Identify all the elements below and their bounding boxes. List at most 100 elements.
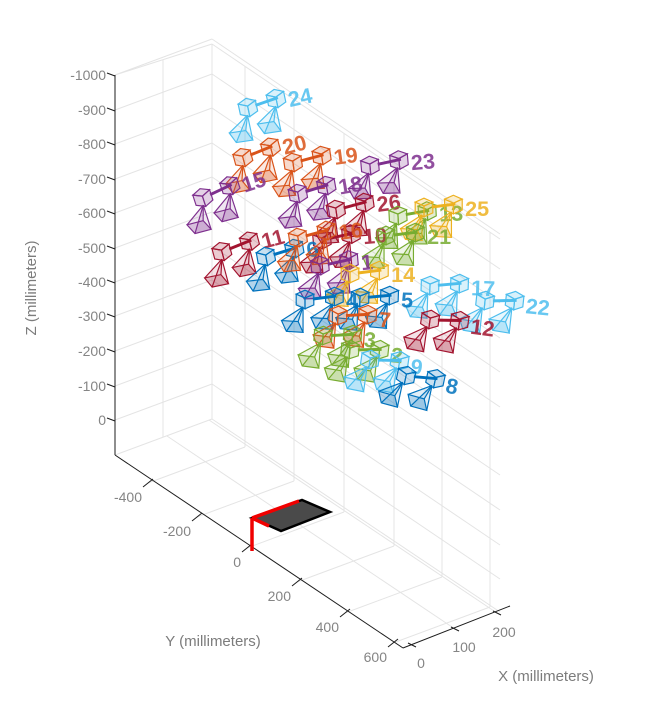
camera-frustum-edge — [317, 162, 322, 179]
grid-line — [211, 383, 501, 580]
camera-pair-link — [329, 231, 354, 240]
x-tick-mark — [450, 626, 460, 632]
camera-pair-link — [228, 238, 252, 251]
camera-frustum-edge — [362, 321, 366, 348]
z-tick-mark — [106, 141, 116, 146]
camera-frustum-edge — [318, 272, 322, 299]
camera-number-label: 4 — [346, 288, 358, 313]
camera-frustum-edge — [475, 307, 483, 322]
camera-frustum-edge — [382, 167, 399, 194]
camera-frustum-edge — [342, 280, 349, 296]
camera-frustum-edge — [221, 193, 231, 222]
camera-frustum-edge — [245, 115, 249, 131]
camera-frustum-edge — [290, 256, 295, 272]
camera-body-face — [350, 226, 361, 245]
camera-body-face — [348, 252, 359, 271]
box-edge — [211, 418, 501, 613]
camera-frustum-edge — [434, 211, 452, 237]
camera-pose-16: 16 — [276, 217, 364, 273]
camera-frustum-edge — [278, 200, 298, 219]
camera-pose-25: 25 — [399, 194, 489, 241]
camera-frustum-edge — [380, 381, 404, 404]
camera-frustum-edge — [307, 162, 322, 190]
z-tick: -700 — [78, 171, 106, 187]
z-tick-mark — [106, 279, 116, 284]
z-tick: -200 — [78, 343, 106, 359]
camera-pair-link — [393, 230, 418, 237]
camera-number-label: 16 — [337, 217, 364, 245]
camera-frustum-edge — [416, 214, 423, 230]
camera-pose-23: 23 — [347, 148, 436, 200]
camera-frustum-edge — [343, 365, 368, 378]
camera-body-face — [333, 290, 344, 307]
camera-frustum-edge — [281, 306, 304, 322]
camera-frustum-edge — [316, 322, 337, 347]
camera-frustum-edge — [340, 356, 348, 371]
camera-number-label: 3 — [363, 327, 377, 353]
camera-frustum-edge — [391, 239, 414, 255]
board-origin-axis — [251, 516, 270, 528]
camera-frustum-edge — [313, 192, 327, 221]
camera-frustum-edge — [322, 193, 327, 209]
camera-frustum-edge — [434, 290, 458, 305]
camera-frustum-edge — [264, 263, 271, 290]
camera-pair-link — [305, 228, 329, 238]
camera-frustum-edge — [298, 272, 320, 290]
z-tick-mark — [106, 417, 116, 422]
camera-frustum-edge — [296, 244, 302, 271]
camera-frustum-edge — [376, 367, 398, 391]
camera-frustum-edge — [426, 292, 429, 319]
camera-number-label: 21 — [427, 224, 451, 249]
camera-pair-link — [330, 332, 355, 338]
camera-frustum-edge — [284, 200, 298, 229]
camera-pose-6: 6 — [245, 236, 321, 292]
z-tick: -400 — [78, 274, 106, 290]
camera-frustum-edge — [396, 239, 414, 265]
camera-frustum-edge — [202, 205, 204, 221]
y-tick: 0 — [233, 554, 241, 570]
camera-body-face — [228, 176, 241, 196]
camera-frustum-edge — [462, 307, 483, 331]
camera-frustum-edge — [322, 237, 327, 254]
camera-frustum-edge — [378, 242, 385, 258]
camera-pair-link — [405, 208, 430, 217]
camera-frustum-edge — [375, 222, 397, 239]
camera-frustum-edge — [449, 327, 458, 342]
camera-frustum-edge — [252, 263, 266, 292]
camera-body-face — [319, 258, 330, 276]
y-tick: 200 — [268, 588, 292, 604]
camera-frustum-edge — [343, 341, 351, 357]
camera-body-face — [457, 315, 470, 331]
camera-pair-link — [437, 318, 462, 322]
camera-pose-19: 19 — [271, 142, 359, 198]
camera-frustum-edge — [353, 356, 378, 369]
camera-frustum-face — [313, 193, 331, 221]
y-tick: -400 — [114, 489, 142, 505]
camera-frustum-edge — [294, 201, 298, 217]
camera-frustum-edge — [305, 237, 327, 256]
camera-frustum-edge — [327, 356, 348, 380]
camera-body-face — [320, 147, 332, 166]
calibration-board — [248, 498, 334, 551]
camera-frustum-edge — [343, 209, 365, 228]
camera-frustum-edge — [220, 259, 223, 275]
grid-line — [211, 176, 501, 373]
x-tick: 200 — [492, 624, 516, 640]
camera-body-face — [349, 267, 360, 284]
camera-frustum-edge — [405, 292, 429, 307]
camera-frustum-edge — [366, 242, 385, 268]
camera-frustum-edge — [324, 356, 348, 369]
camera-body-face — [297, 229, 309, 248]
camera-frustum-edge — [353, 172, 370, 200]
camera-frustum-edge — [329, 322, 337, 338]
y-tick-mark — [291, 577, 303, 587]
camera-frustum-edge — [452, 327, 458, 354]
camera-pair-link — [492, 298, 517, 303]
camera-frustum-edge — [278, 169, 293, 197]
camera-pose-12: 12 — [403, 309, 496, 354]
camera-frustum-edge — [425, 218, 428, 244]
camera-frustum-edge — [504, 307, 513, 323]
camera-frustum-edge — [423, 385, 433, 400]
y-tick: 600 — [364, 649, 388, 665]
camera-pair-link — [431, 202, 456, 209]
